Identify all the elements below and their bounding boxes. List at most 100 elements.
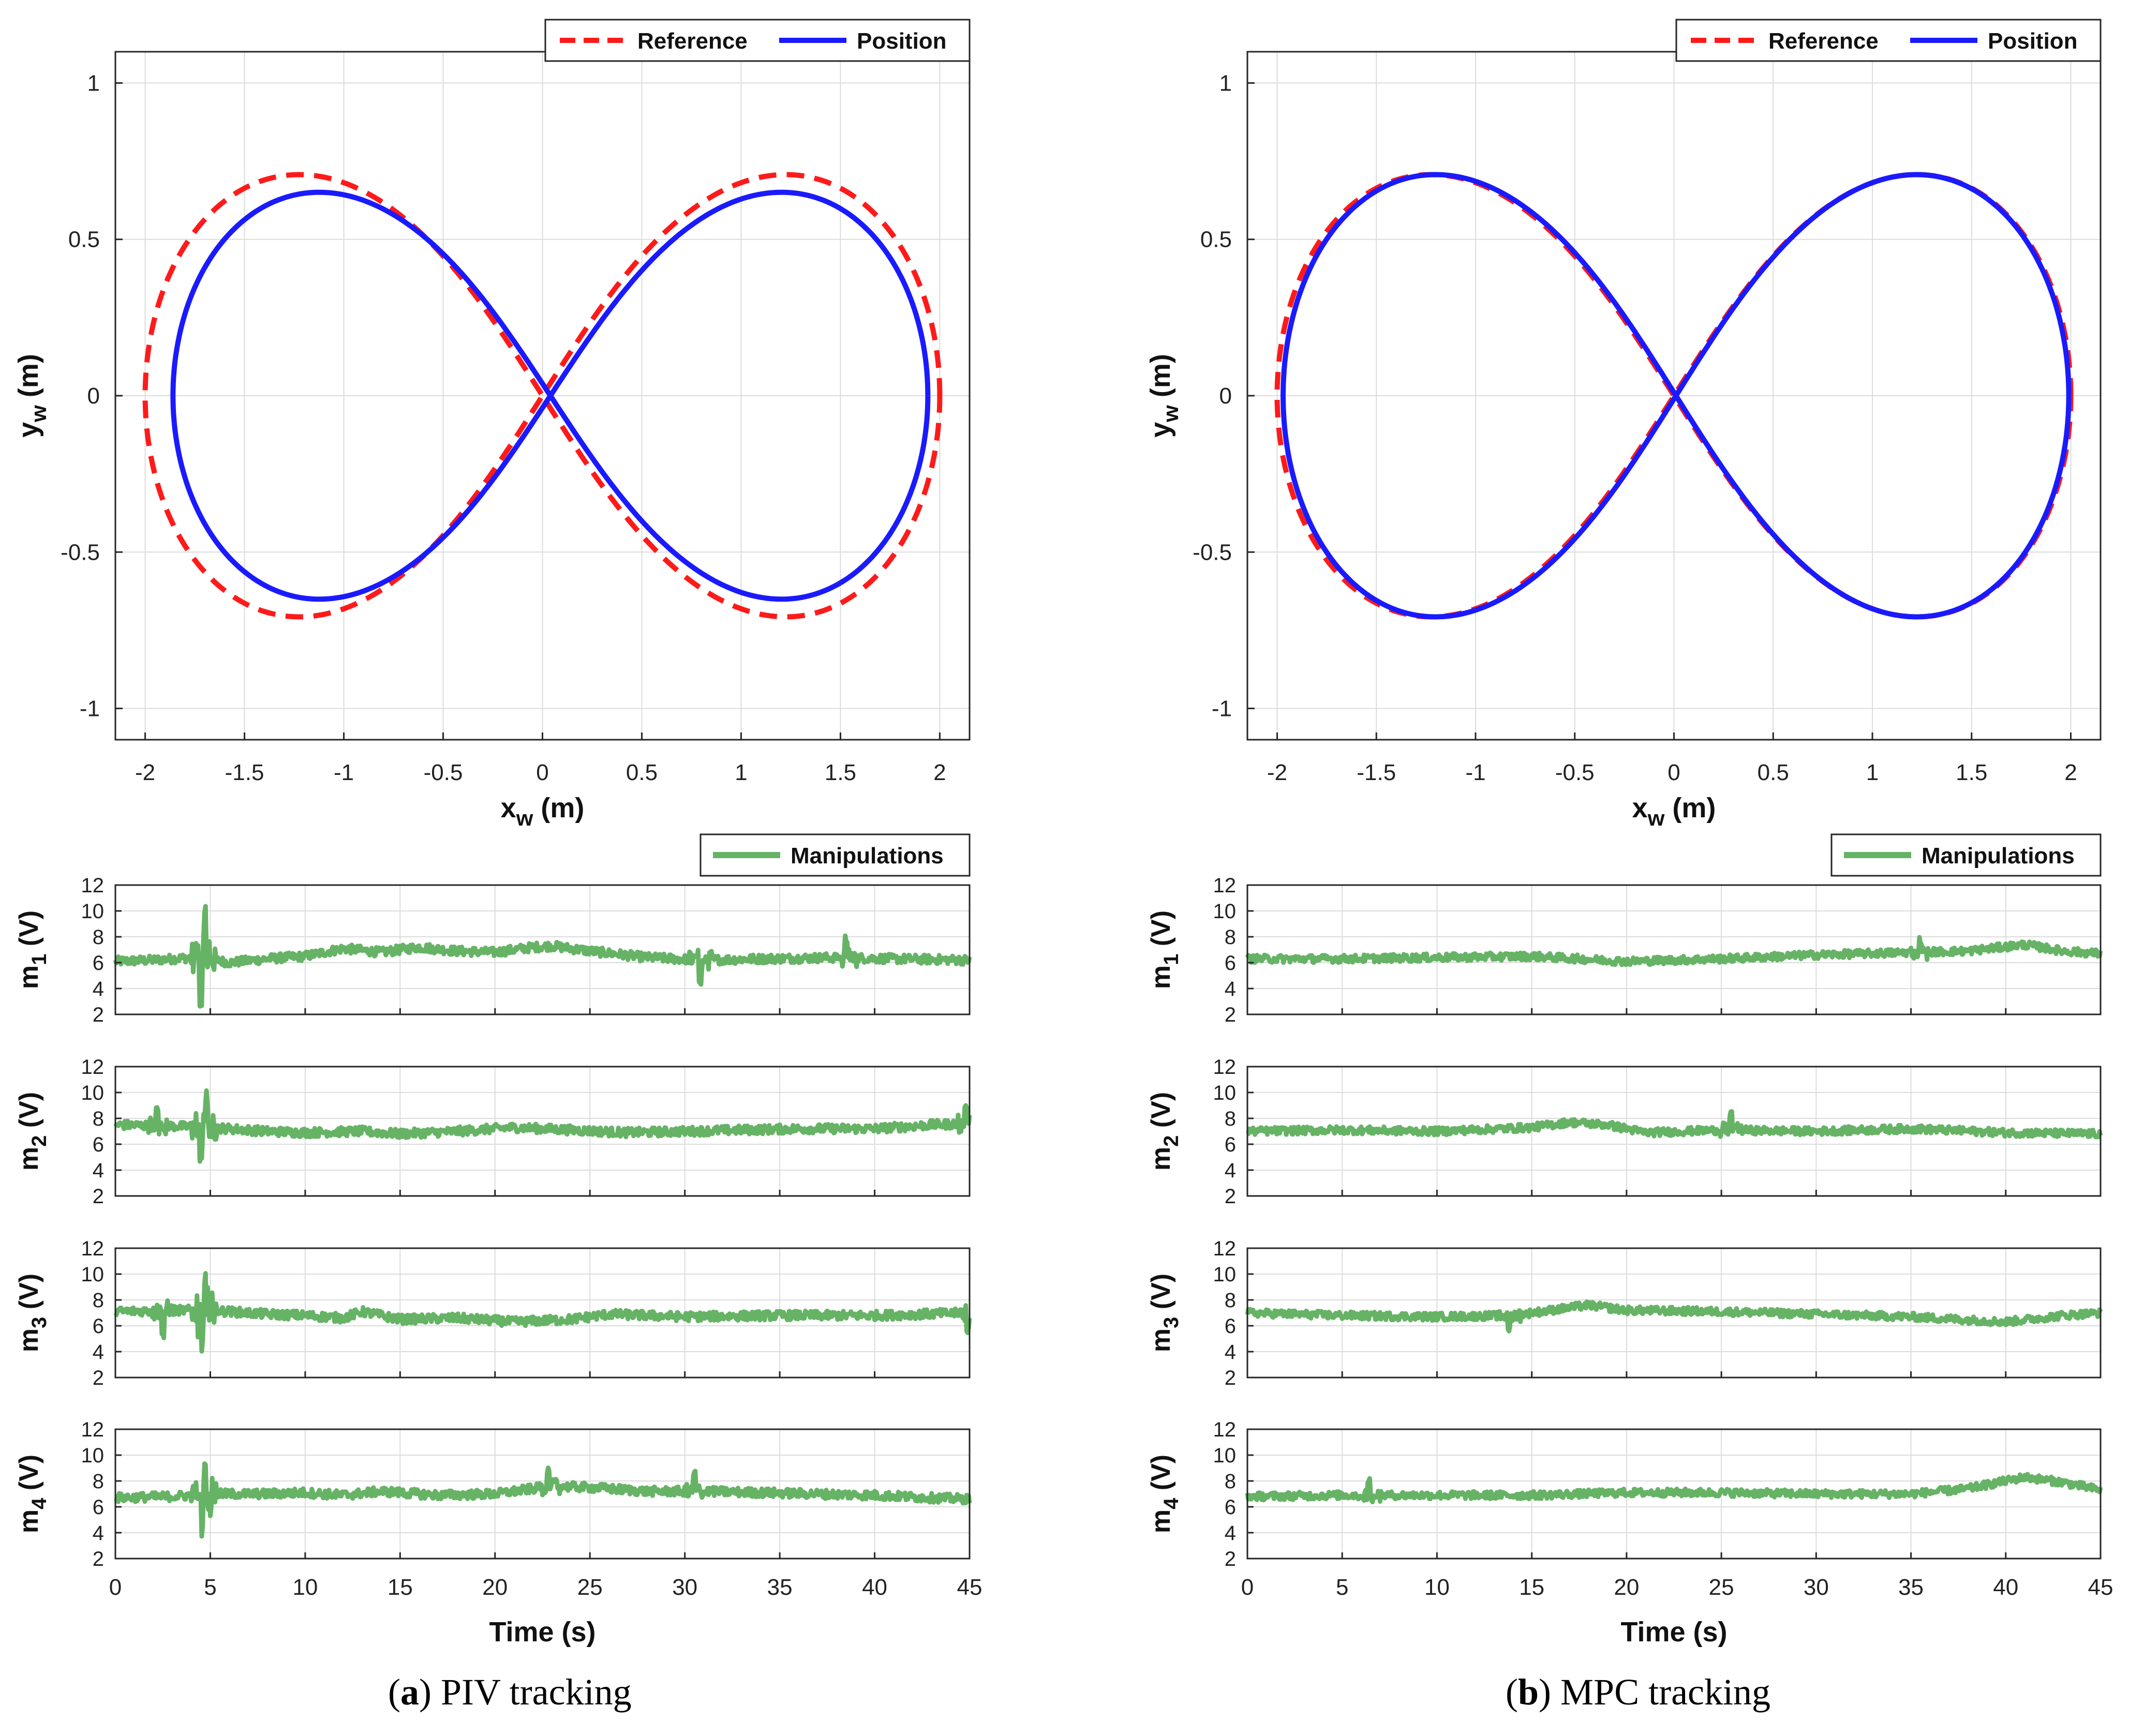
manip-b-m3-ytick-label: 10 <box>1213 1263 1237 1286</box>
manip-b-xtick-label: 5 <box>1336 1575 1348 1600</box>
manip-b-xtick-label: 35 <box>1898 1575 1924 1600</box>
manip-b-m1-ylabel: m1 (V) <box>1146 910 1183 989</box>
manip-b-m1-ytick-label: 2 <box>1225 1004 1236 1026</box>
caption-a: (a) PIV tracking <box>388 1671 632 1713</box>
manip-a-m3-ylabel-sub: 3 <box>28 1317 51 1328</box>
traj-b-xlabel-main: x <box>1632 792 1648 824</box>
traj-a-legend: Reference Position <box>544 19 971 62</box>
manip-a-m2-ytick-label: 4 <box>93 1159 104 1182</box>
manip-a-m2-axes-box <box>114 1066 971 1197</box>
manip-a-m1-ytick-label: 2 <box>93 1004 104 1026</box>
manip-b-m4-ytick-label: 12 <box>1213 1418 1237 1441</box>
manip-a-m3-ytick-label: 2 <box>93 1367 104 1389</box>
manip-a-m3-line <box>113 1271 972 1354</box>
manip-b-legend: Manipulations <box>1830 833 2102 877</box>
traj-a-xlabel-text: xw (m) <box>501 792 585 830</box>
traj-a-xlabel-main: x <box>501 792 516 824</box>
manip-a-m3-ytick-label: 8 <box>93 1289 104 1312</box>
manip-b-m3-ytick-label: 4 <box>1225 1341 1236 1364</box>
traj-b-ylabel-unit: (m) <box>1145 354 1176 405</box>
manip-a-m2-ytick-label: 10 <box>81 1082 105 1104</box>
traj-a-position-line <box>170 189 931 602</box>
manip-a-m4-line <box>114 1461 972 1539</box>
manip-a-m1-ytick-label: 8 <box>93 926 104 949</box>
manip-a-m1-axes-box <box>114 884 971 1015</box>
caption-a-label: a <box>400 1671 419 1713</box>
manip-a-m1-ylabel-unit: (V) <box>14 910 44 954</box>
manip-a-m3-ytick-label: 10 <box>81 1263 105 1286</box>
traj-b-xtick-label: 0.5 <box>1758 760 1789 785</box>
traj-a-xlabel-unit: (m) <box>533 792 584 824</box>
manip-b-m2-ylabel: m2 (V) <box>1146 1092 1183 1171</box>
manip-b-m2-ylabel-main: m <box>1146 1147 1176 1171</box>
manip-a-m4-ytick-label: 8 <box>93 1470 104 1493</box>
manip-b-m2-ylabel-text: m2 (V) <box>1146 1092 1183 1171</box>
manip-a-xtick-label: 15 <box>388 1575 413 1600</box>
manip-a-m4-ytick-label: 6 <box>93 1496 104 1519</box>
manip-a-legend: Manipulations <box>699 833 971 877</box>
manip-a-m4-ylabel-unit: (V) <box>14 1455 44 1498</box>
traj-b-xtick-label: -1 <box>1465 760 1485 785</box>
traj-b-xlabel: xw (m) <box>1632 792 1716 830</box>
traj-a-ytick-label: -1 <box>80 696 100 722</box>
manip-a-m1-ytick-label: 12 <box>81 874 105 897</box>
traj-a-legend-reference-label: Reference <box>637 28 748 54</box>
traj-b-ytick-label: -1 <box>1212 696 1232 722</box>
manip-a-xtick-label: 45 <box>957 1575 982 1600</box>
caption-b: (b) MPC tracking <box>1506 1671 1770 1713</box>
caption-b-label: b <box>1517 1671 1539 1713</box>
traj-a-ylabel: yw (m) <box>13 354 51 438</box>
manip-b-xtick-label: 20 <box>1614 1575 1639 1600</box>
manip-a-xtick-label: 10 <box>292 1575 318 1600</box>
manip-b-m3-axes-box <box>1246 1247 2102 1379</box>
manip-b-m4-ytick-label: 4 <box>1225 1522 1236 1545</box>
traj-b-xtick-label: 1 <box>1866 760 1879 785</box>
traj-b-legend: Reference Position <box>1675 19 2102 62</box>
manip-a-m4-ylabel-text: m4 (V) <box>14 1455 51 1533</box>
manip-b-m2-ylabel-sub: 2 <box>1160 1135 1183 1147</box>
manip-b-m1-line <box>1245 935 2103 967</box>
manip-b-xtick-label: 25 <box>1709 1575 1734 1600</box>
traj-a-xtick-label: 0.5 <box>626 760 658 785</box>
manip-a-m4-ytick-label: 4 <box>93 1522 104 1545</box>
manip-b-m3-ylabel-sub: 3 <box>1160 1317 1183 1328</box>
traj-a-reference-line <box>142 172 943 620</box>
manip-b-m1-ylabel-text: m1 (V) <box>1146 910 1183 989</box>
manip-b-m1-ytick-label: 6 <box>1225 952 1236 975</box>
manip-a-m4-ytick-label: 12 <box>81 1418 105 1441</box>
traj-a-ylabel-main: y <box>13 422 44 438</box>
manip-b-m2-ytick-label: 10 <box>1213 1082 1237 1104</box>
traj-a-xlabel: xw (m) <box>501 792 585 830</box>
manip-b-m3-ylabel-text: m3 (V) <box>1146 1274 1183 1352</box>
manip-a-m1-ylabel-main: m <box>14 965 44 989</box>
traj-b-ylabel-text: yw (m) <box>1145 354 1183 438</box>
manip-b-m2-ylabel-unit: (V) <box>1146 1092 1176 1135</box>
traj-b-xtick-label: -0.5 <box>1555 760 1595 785</box>
manip-a-m2-ytick-label: 6 <box>93 1133 104 1156</box>
manip-b-m4-ylabel-text: m4 (V) <box>1146 1455 1183 1533</box>
manip-a-m4-ylabel-main: m <box>14 1509 44 1533</box>
traj-a-xtick-label: 1.5 <box>825 760 856 785</box>
manip-b-m2-ytick-label: 4 <box>1225 1159 1236 1182</box>
manip-b-m1-ylabel-unit: (V) <box>1146 910 1176 954</box>
manip-b-m4-axes-box <box>1246 1428 2102 1560</box>
manip-a-m3-ylabel-text: m3 (V) <box>14 1274 51 1352</box>
traj-b-xtick-label: 2 <box>2064 760 2077 785</box>
manip-b-xtick-label: 15 <box>1519 1575 1544 1600</box>
manip-b-xtick-label: 10 <box>1424 1575 1450 1600</box>
traj-a-ytick-label: 1 <box>87 70 100 96</box>
traj-a-xlabel-sub: w <box>516 806 533 830</box>
manip-a-m4-ytick-label: 10 <box>81 1444 105 1467</box>
manip-a-xtick-label: 30 <box>672 1575 697 1600</box>
traj-a-xtick-label: 2 <box>933 760 946 785</box>
manip-b-m4-line <box>1245 1472 2103 1505</box>
traj-a-ylabel-text: yw (m) <box>13 354 51 438</box>
manip-a-m2-ylabel-unit: (V) <box>14 1092 44 1135</box>
traj-b-ylabel: yw (m) <box>1145 354 1183 438</box>
manip-a-xtick-label: 40 <box>862 1575 887 1600</box>
manip-b-m1-axes-box <box>1246 884 2102 1015</box>
traj-b-xlabel-text: xw (m) <box>1632 792 1716 830</box>
traj-a-xtick-label: 1 <box>735 760 747 785</box>
manip-b-m2-ytick-label: 12 <box>1213 1056 1237 1079</box>
manip-b-m1-ylabel-main: m <box>1146 965 1176 989</box>
